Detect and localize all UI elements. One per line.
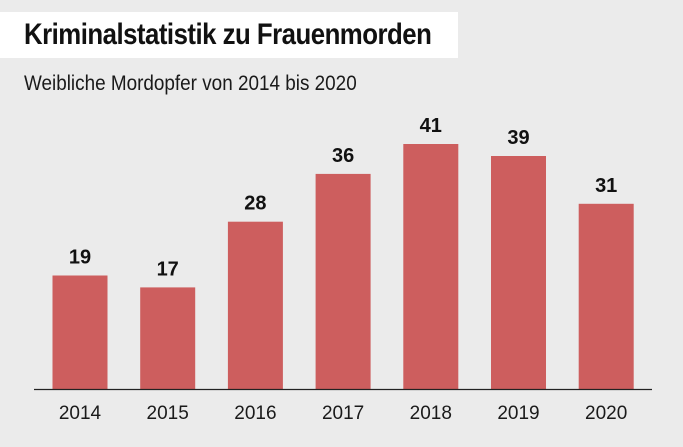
x-tick-label-2019: 2019 bbox=[497, 403, 539, 424]
bar-2017 bbox=[315, 173, 371, 389]
value-label-2019: 39 bbox=[507, 127, 529, 149]
bar-2016 bbox=[227, 221, 283, 389]
bar-2018 bbox=[403, 144, 459, 389]
value-label-2014: 19 bbox=[69, 247, 91, 269]
x-tick-label-2016: 2016 bbox=[234, 403, 276, 424]
bar-2015 bbox=[140, 287, 196, 389]
x-tick-label-2014: 2014 bbox=[59, 403, 102, 424]
value-label-2016: 28 bbox=[244, 193, 266, 215]
value-label-2020: 31 bbox=[595, 175, 617, 197]
x-tick-label-2015: 2015 bbox=[147, 403, 189, 424]
value-label-2015: 17 bbox=[157, 258, 179, 280]
chart-title: Kriminalstatistik zu Frauenmorden bbox=[24, 18, 432, 51]
bar-2014 bbox=[52, 275, 108, 389]
value-label-2017: 36 bbox=[332, 145, 354, 167]
title-box: Kriminalstatistik zu Frauenmorden bbox=[0, 12, 458, 58]
x-tick-label-2017: 2017 bbox=[322, 403, 364, 424]
bar-2019 bbox=[491, 156, 546, 389]
value-label-2018: 41 bbox=[420, 115, 442, 137]
chart-subtitle: Weibliche Mordopfer von 2014 bis 2020 bbox=[24, 72, 357, 95]
x-tick-label-2020: 2020 bbox=[585, 403, 627, 424]
bar-2020 bbox=[578, 203, 634, 389]
x-tick-label-2018: 2018 bbox=[410, 403, 452, 424]
